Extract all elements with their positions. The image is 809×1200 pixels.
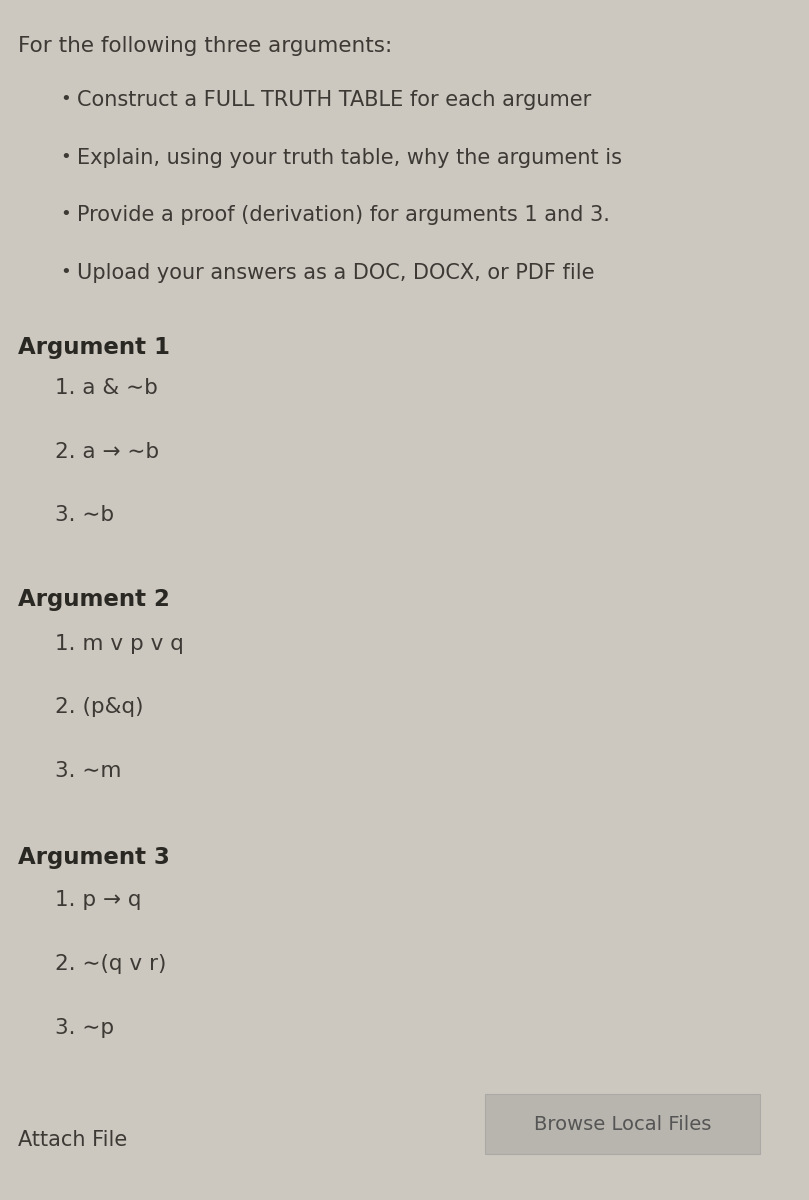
Text: Argument 1: Argument 1 [18, 336, 170, 359]
Text: 3. ∼b: 3. ∼b [55, 505, 114, 526]
Text: 1. p → q: 1. p → q [55, 890, 142, 911]
Text: 1. m v p v q: 1. m v p v q [55, 634, 184, 654]
Text: •: • [61, 90, 71, 108]
Text: 2. a → ∼b: 2. a → ∼b [55, 442, 159, 462]
Text: •: • [61, 148, 71, 166]
Text: •: • [61, 205, 71, 223]
FancyBboxPatch shape [485, 1094, 760, 1154]
Text: Provide a proof (derivation) for arguments 1 and 3.: Provide a proof (derivation) for argumen… [77, 205, 610, 226]
Text: Upload your answers as a DOC, DOCX, or PDF file: Upload your answers as a DOC, DOCX, or P… [77, 263, 595, 283]
Text: For the following three arguments:: For the following three arguments: [18, 36, 392, 56]
Text: 2. (p&q): 2. (p&q) [55, 697, 143, 718]
Text: Explain, using your truth table, why the argument is: Explain, using your truth table, why the… [77, 148, 622, 168]
Text: 2. ∼(q v r): 2. ∼(q v r) [55, 954, 167, 974]
Text: Attach File: Attach File [18, 1130, 127, 1151]
Text: Browse Local Files: Browse Local Files [534, 1115, 712, 1134]
Text: •: • [61, 263, 71, 281]
Text: Argument 3: Argument 3 [18, 846, 170, 869]
Text: 1. a & ∼b: 1. a & ∼b [55, 378, 158, 398]
Text: 3. ∼m: 3. ∼m [55, 761, 121, 781]
Text: Construct a FULL TRUTH TABLE for each argumer: Construct a FULL TRUTH TABLE for each ar… [77, 90, 591, 110]
Text: 3. ∼p: 3. ∼p [55, 1018, 114, 1038]
Text: Argument 2: Argument 2 [18, 588, 170, 611]
